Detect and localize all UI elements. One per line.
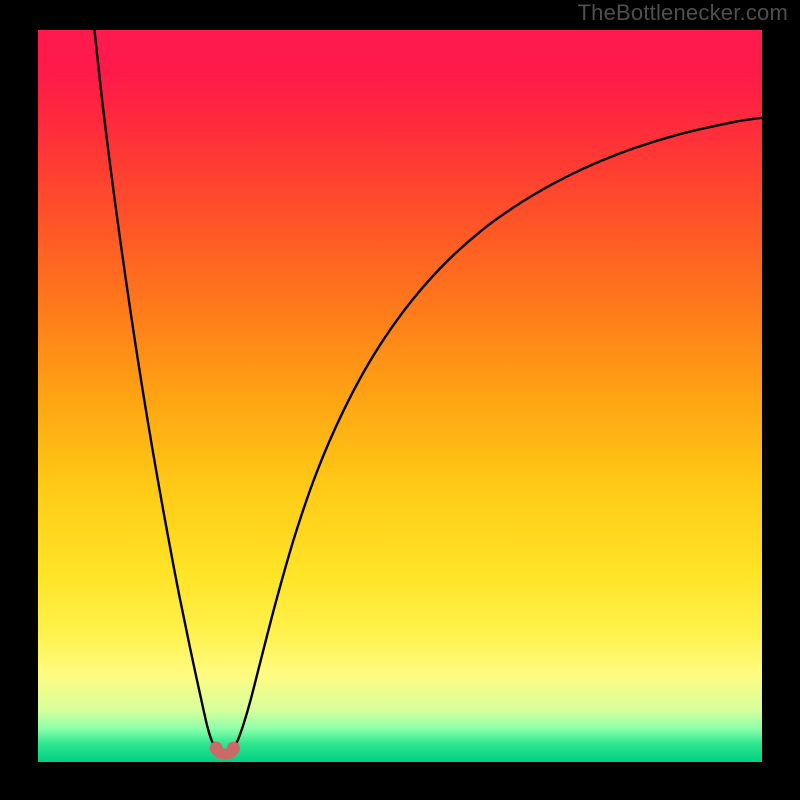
optimum-marker-right (227, 742, 240, 755)
bottleneck-chart-svg (0, 0, 800, 800)
watermark-text: TheBottlenecker.com (578, 0, 788, 26)
plot-background (38, 30, 762, 762)
optimum-marker-left (210, 742, 223, 755)
chart-container: TheBottlenecker.com (0, 0, 800, 800)
